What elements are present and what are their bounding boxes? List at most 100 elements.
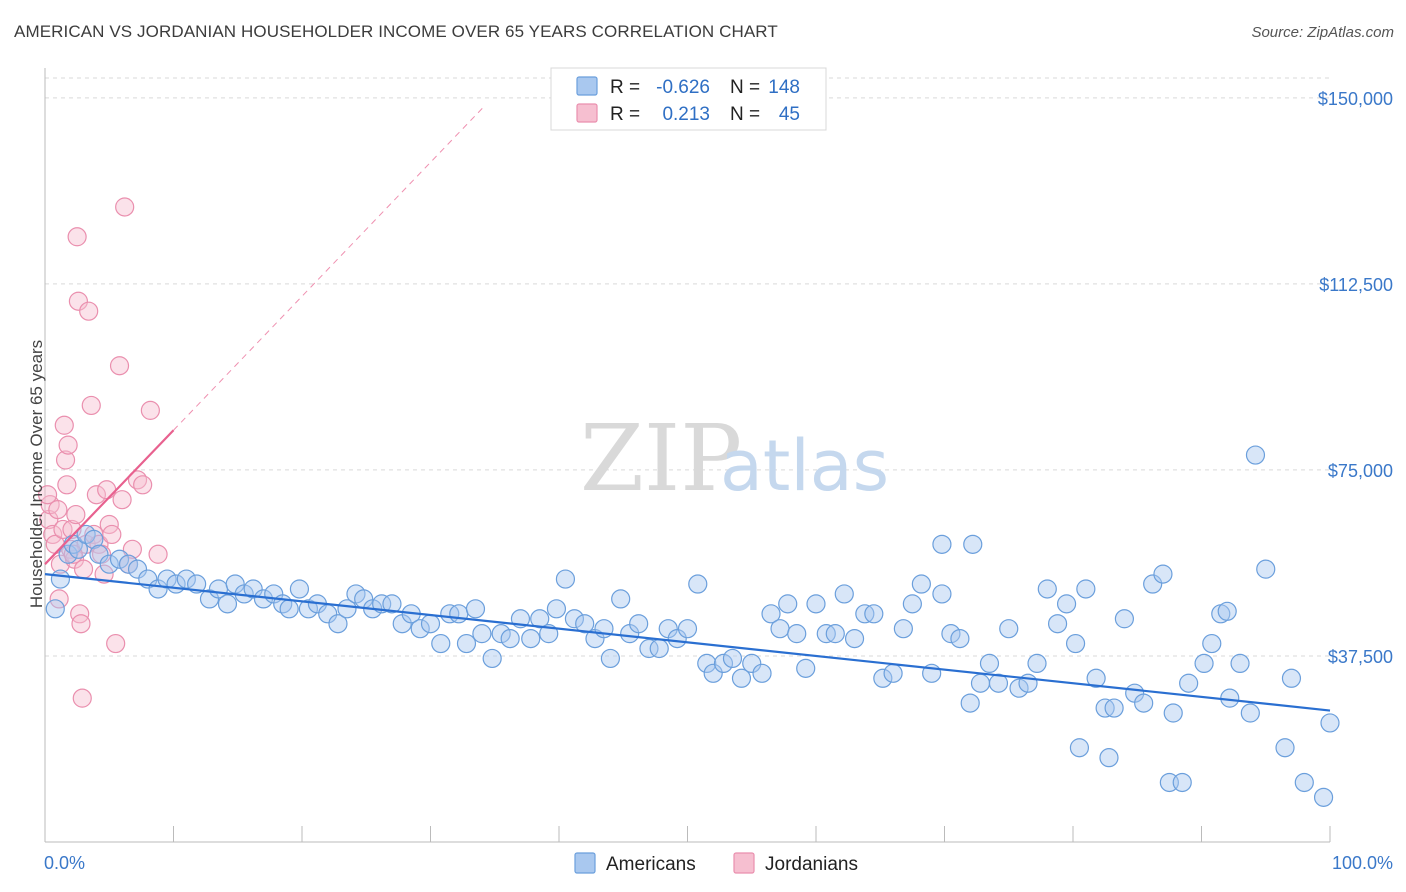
american-point xyxy=(731,668,752,688)
american-point xyxy=(697,653,717,674)
american-point xyxy=(1275,738,1295,758)
american-point xyxy=(217,594,238,614)
jordanian-point xyxy=(50,554,71,574)
jordanian-point xyxy=(72,688,92,708)
legend-r-value-1: -0.626 xyxy=(656,77,710,98)
american-point xyxy=(883,663,903,683)
american-point xyxy=(796,658,816,678)
bottom-legend-americans-swatch xyxy=(574,852,596,874)
american-point xyxy=(337,599,357,619)
american-point xyxy=(688,574,708,594)
legend-n-value-1: 148 xyxy=(768,77,800,98)
x-tick-max: 100.0% xyxy=(1332,853,1393,873)
american-point xyxy=(1027,653,1047,674)
jordanian-point xyxy=(67,227,87,247)
american-point xyxy=(555,569,576,589)
y-tick-label: $112,500 xyxy=(1319,275,1393,295)
american-point xyxy=(1256,559,1276,579)
jordanian-point xyxy=(58,435,78,455)
american-point xyxy=(68,539,89,559)
american-point xyxy=(911,574,931,594)
american-point xyxy=(410,619,430,639)
american-point xyxy=(465,599,486,619)
american-point xyxy=(1230,653,1250,674)
american-point xyxy=(1240,703,1260,723)
y-axis-label: Householder Income Over 65 years xyxy=(27,340,46,608)
y-tick-label: $37,500 xyxy=(1328,647,1393,667)
american-point xyxy=(109,549,130,569)
jordanian-point xyxy=(122,539,142,559)
american-point xyxy=(999,619,1019,639)
american-point xyxy=(639,638,659,659)
legend-n-label-2: N = xyxy=(730,104,760,125)
watermark-zip: ZIP xyxy=(580,405,742,512)
jordanian-point xyxy=(97,480,117,500)
american-point xyxy=(1114,609,1135,629)
american-point xyxy=(1313,787,1334,807)
american-point xyxy=(1069,738,1090,758)
american-point xyxy=(787,624,807,644)
american-point xyxy=(1320,713,1340,733)
american-point xyxy=(420,614,441,634)
jordanian-point xyxy=(48,500,68,520)
american-point xyxy=(546,599,567,619)
jordanian-point xyxy=(94,564,114,584)
jordanian-point xyxy=(102,524,122,545)
american-point xyxy=(806,594,826,614)
american-point xyxy=(1194,653,1214,674)
american-point xyxy=(1099,748,1119,768)
source-label: Source: ZipAtlas.com xyxy=(1251,24,1394,41)
jordanian-point xyxy=(66,504,86,525)
y-tick-label: $75,000 xyxy=(1328,461,1393,481)
american-point xyxy=(482,648,502,669)
american-point xyxy=(521,628,541,649)
american-point xyxy=(1009,678,1029,698)
american-point xyxy=(611,589,631,609)
legend-n-label-1: N = xyxy=(730,77,760,98)
american-point xyxy=(761,604,781,624)
american-point xyxy=(530,609,550,629)
american-point xyxy=(941,624,961,644)
legend-jordanians-swatch xyxy=(576,103,598,123)
american-point xyxy=(713,653,734,674)
american-point xyxy=(778,594,798,614)
jordanian-point xyxy=(61,539,81,559)
american-point xyxy=(703,663,723,683)
jordanians-trend-extension xyxy=(173,107,484,431)
legend-r-value-2: 0.213 xyxy=(662,104,710,125)
legend-r-label-2: R = xyxy=(610,104,640,125)
bottom-legend-jordanians: Jordanians xyxy=(765,854,858,875)
jordanian-point xyxy=(68,291,89,311)
american-point xyxy=(1076,579,1096,599)
axes xyxy=(44,68,1331,843)
american-point xyxy=(1086,668,1106,688)
american-point xyxy=(456,633,477,654)
american-point xyxy=(118,554,139,574)
grid xyxy=(45,77,1330,657)
american-point xyxy=(84,529,104,549)
american-point xyxy=(667,628,687,649)
legend-americans-swatch xyxy=(576,76,598,96)
american-point xyxy=(99,554,119,574)
jordanian-point xyxy=(115,197,135,217)
american-point xyxy=(575,614,595,634)
american-point xyxy=(89,544,109,564)
american-point xyxy=(844,628,865,649)
american-point xyxy=(431,633,451,654)
jordanian-point xyxy=(140,400,160,420)
american-point xyxy=(752,663,772,683)
american-point xyxy=(127,559,148,579)
american-point xyxy=(932,534,952,554)
american-point xyxy=(1047,614,1068,634)
trend-lines xyxy=(44,107,1331,712)
jordanian-point xyxy=(37,485,58,505)
american-point xyxy=(1202,633,1222,654)
american-point xyxy=(500,628,520,649)
series-legend: Americans Jordanians xyxy=(574,852,858,875)
american-point xyxy=(950,628,970,649)
american-point xyxy=(629,614,649,634)
bottom-legend-americans: Americans xyxy=(606,854,696,875)
american-point xyxy=(979,653,1000,674)
american-point xyxy=(1153,564,1173,584)
jordanian-point xyxy=(70,604,90,624)
